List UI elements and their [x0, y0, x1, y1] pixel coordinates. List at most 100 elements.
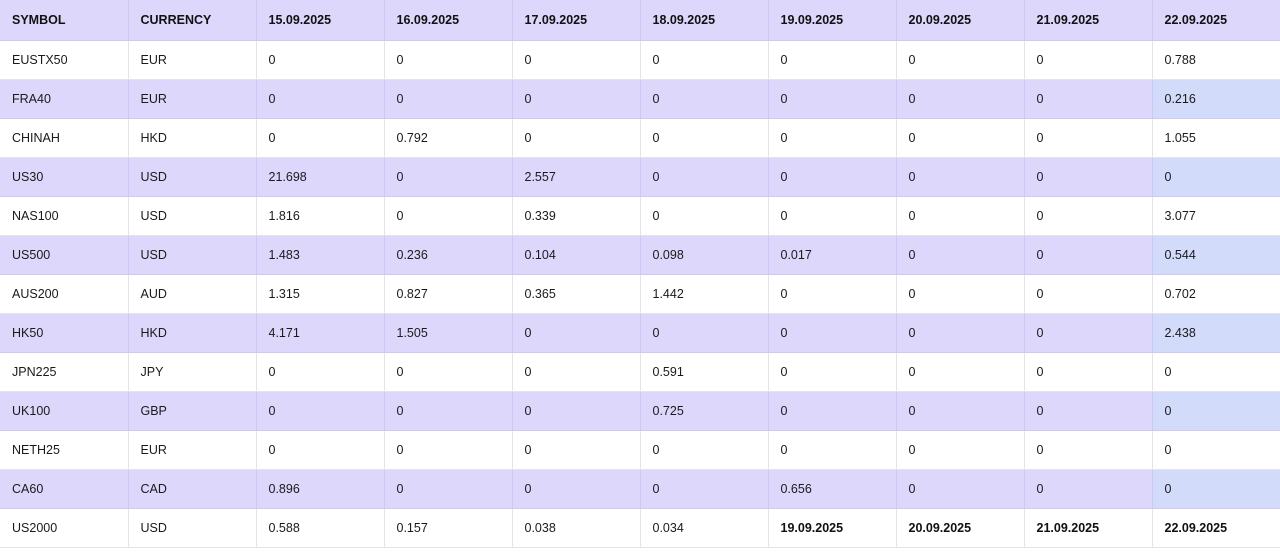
cell-date-4: 0	[640, 430, 769, 470]
cell-date-5: 0	[768, 79, 897, 119]
table-row: AUS200 AUD 1.315 0.827 0.365 1.442 0 0 0 0.702	[0, 274, 1280, 314]
cell-symbol: US2000	[0, 508, 129, 548]
header-date-7[interactable]: 21.09.2025	[1024, 0, 1153, 41]
cell-date-3: 0	[512, 79, 641, 119]
cell-date-7: 21.09.2025	[1024, 508, 1153, 548]
cell-date-5: 0	[768, 274, 897, 314]
cell-currency: GBP	[128, 391, 257, 431]
cell-date-8: 0.544	[1152, 235, 1280, 275]
cell-currency: JPY	[128, 352, 257, 392]
cell-symbol: NAS100	[0, 196, 129, 236]
header-date-6[interactable]: 20.09.2025	[896, 0, 1025, 41]
cell-date-2: 0	[384, 79, 513, 119]
cell-date-8: 3.077	[1152, 196, 1280, 236]
cell-date-7: 0	[1024, 430, 1153, 470]
cell-date-1: 0	[256, 118, 385, 158]
cell-symbol: HK50	[0, 313, 129, 353]
cell-date-1: 1.315	[256, 274, 385, 314]
cell-date-3: 0.038	[512, 508, 641, 548]
cell-date-2: 0	[384, 352, 513, 392]
cell-date-5: 0	[768, 430, 897, 470]
cell-date-1: 21.698	[256, 157, 385, 197]
cell-currency: USD	[128, 157, 257, 197]
cell-date-3: 0	[512, 430, 641, 470]
cell-date-2: 0	[384, 391, 513, 431]
cell-date-3: 2.557	[512, 157, 641, 197]
cell-date-4: 0.034	[640, 508, 769, 548]
cell-currency: EUR	[128, 79, 257, 119]
table-row: UK100 GBP 0 0 0 0.725 0 0 0 0	[0, 391, 1280, 431]
cell-date-6: 20.09.2025	[896, 508, 1025, 548]
cell-currency: HKD	[128, 313, 257, 353]
cell-date-8: 2.438	[1152, 313, 1280, 353]
cell-date-3: 0	[512, 469, 641, 509]
cell-date-5: 19.09.2025	[768, 508, 897, 548]
header-symbol[interactable]: SYMBOL	[0, 0, 129, 41]
cell-date-8: 0.788	[1152, 40, 1280, 80]
cell-date-2: 0	[384, 469, 513, 509]
cell-date-5: 0	[768, 352, 897, 392]
table-body: EUSTX50 EUR 0 0 0 0 0 0 0 0.788 FRA40 EUR 0 0 0 0 0 0 0 0.2…	[0, 40, 1280, 548]
cell-date-5: 0.656	[768, 469, 897, 509]
cell-date-6: 0	[896, 118, 1025, 158]
cell-date-1: 1.816	[256, 196, 385, 236]
table-row: US2000 USD 0.588 0.157 0.038 0.034 19.09.2025 2…	[0, 508, 1280, 548]
cell-date-6: 0	[896, 313, 1025, 353]
cell-currency: AUD	[128, 274, 257, 314]
cell-date-2: 0.792	[384, 118, 513, 158]
cell-date-4: 0	[640, 40, 769, 80]
cell-symbol: NETH25	[0, 430, 129, 470]
cell-date-3: 0	[512, 391, 641, 431]
cell-currency: EUR	[128, 40, 257, 80]
header-date-1[interactable]: 15.09.2025	[256, 0, 385, 41]
cell-date-5: 0	[768, 157, 897, 197]
cell-date-8: 1.055	[1152, 118, 1280, 158]
cell-date-7: 0	[1024, 352, 1153, 392]
cell-date-5: 0	[768, 391, 897, 431]
cell-date-7: 0	[1024, 157, 1153, 197]
cell-symbol: US500	[0, 235, 129, 275]
cell-date-1: 0	[256, 352, 385, 392]
cell-date-5: 0.017	[768, 235, 897, 275]
header-row: SYMBOL CURRENCY 15.09.2025 16.09.2025 17…	[0, 0, 1280, 41]
cell-date-2: 0	[384, 40, 513, 80]
table-row: US30 USD 21.698 0 2.557 0 0 0 0 0	[0, 157, 1280, 197]
cell-symbol: CHINAH	[0, 118, 129, 158]
cell-date-4: 0	[640, 313, 769, 353]
cell-date-8: 0.702	[1152, 274, 1280, 314]
cell-date-6: 0	[896, 79, 1025, 119]
header-date-4[interactable]: 18.09.2025	[640, 0, 769, 41]
cell-date-5: 0	[768, 118, 897, 158]
table-row: HK50 HKD 4.171 1.505 0 0 0 0 0 2.438	[0, 313, 1280, 353]
header-date-2[interactable]: 16.09.2025	[384, 0, 513, 41]
dividends-table: SYMBOL CURRENCY 15.09.2025 16.09.2025 17…	[0, 0, 1280, 548]
cell-date-4: 0	[640, 469, 769, 509]
cell-date-4: 1.442	[640, 274, 769, 314]
cell-date-1: 0	[256, 391, 385, 431]
cell-date-8: 0	[1152, 352, 1280, 392]
cell-date-2: 0	[384, 157, 513, 197]
cell-date-7: 0	[1024, 313, 1153, 353]
cell-currency: EUR	[128, 430, 257, 470]
header-currency[interactable]: CURRENCY	[128, 0, 257, 41]
cell-date-8: 0	[1152, 430, 1280, 470]
cell-date-2: 0.827	[384, 274, 513, 314]
cell-date-7: 0	[1024, 235, 1153, 275]
cell-date-6: 0	[896, 40, 1025, 80]
cell-date-3: 0.339	[512, 196, 641, 236]
cell-date-6: 0	[896, 235, 1025, 275]
cell-date-8: 0	[1152, 469, 1280, 509]
cell-date-2: 0.157	[384, 508, 513, 548]
cell-date-4: 0.591	[640, 352, 769, 392]
cell-symbol: AUS200	[0, 274, 129, 314]
header-date-8[interactable]: 22.09.2025	[1152, 0, 1280, 41]
header-date-5[interactable]: 19.09.2025	[768, 0, 897, 41]
table-row: CHINAH HKD 0 0.792 0 0 0 0 0 1.055	[0, 118, 1280, 158]
cell-date-6: 0	[896, 274, 1025, 314]
table-row: NETH25 EUR 0 0 0 0 0 0 0 0	[0, 430, 1280, 470]
cell-symbol: FRA40	[0, 79, 129, 119]
cell-date-4: 0.098	[640, 235, 769, 275]
cell-date-2: 0.236	[384, 235, 513, 275]
cell-date-4: 0.725	[640, 391, 769, 431]
header-date-3[interactable]: 17.09.2025	[512, 0, 641, 41]
